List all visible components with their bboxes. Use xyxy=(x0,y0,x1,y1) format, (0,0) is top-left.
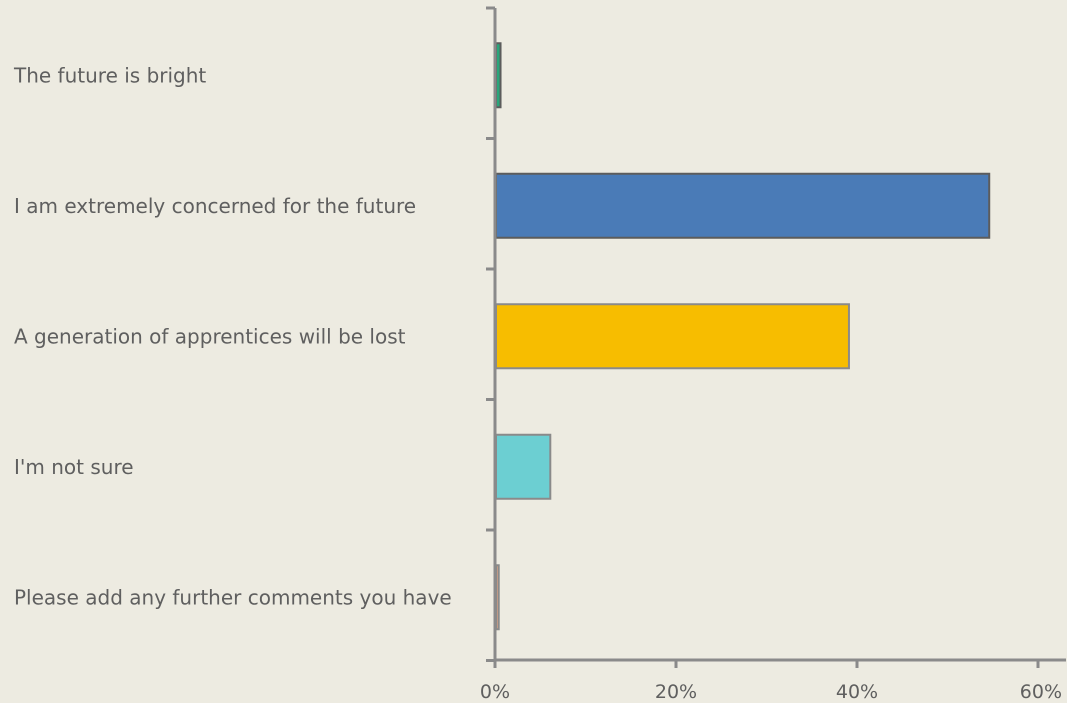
x-tick-label-0pct: 0% xyxy=(480,681,510,703)
x-tick-label-20pct: 20% xyxy=(655,681,697,703)
axis-layer xyxy=(486,6,1066,668)
bars-layer xyxy=(495,42,991,631)
bar-i-m-not-sure xyxy=(495,433,552,500)
bar-i-am-extremely-concerned-for-the-future xyxy=(495,172,991,239)
category-label-i-m-not-sure: I'm not sure xyxy=(14,455,134,479)
category-labels: The future is bright I am extremely conce… xyxy=(13,63,452,609)
category-label-the-future-is-bright: The future is bright xyxy=(13,63,206,87)
x-tick-label-60pct: 60% xyxy=(1020,681,1062,703)
category-label-please-add-any-further-comments-you-have: Please add any further comments you have xyxy=(14,585,452,609)
category-label-a-generation-of-apprentices-will-be-lost: A generation of apprentices will be lost xyxy=(14,324,406,348)
x-tick-label-40pct: 40% xyxy=(836,681,878,703)
category-label-i-am-extremely-concerned-for-the-future: I am extremely concerned for the future xyxy=(14,194,416,218)
bar-the-future-is-bright xyxy=(495,42,502,109)
x-tick-labels: 0% 20% 40% 60% xyxy=(480,681,1062,703)
bar-a-generation-of-apprentices-will-be-lost xyxy=(495,303,850,370)
